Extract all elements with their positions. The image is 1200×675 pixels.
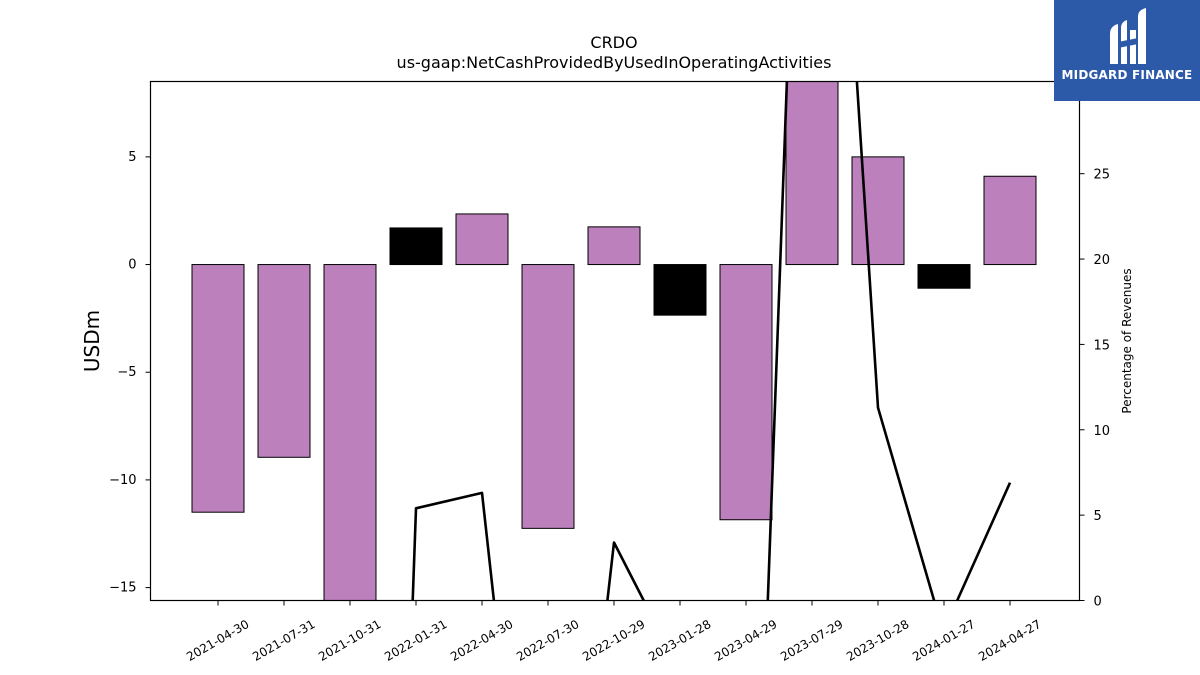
x-tick-label: 2022-10-29 [580,617,647,664]
y2-axis-label: Percentage of Revenues [1120,268,1134,413]
y-tick-label: −10 [109,473,136,488]
y2-axis: 0 5 10 15 20 25 [1079,168,1111,610]
bar-2023-04-29 [719,264,773,521]
line-segment-4 [956,482,1012,602]
x-tick-label: 2024-04-27 [976,617,1043,664]
x-tick-label: 2021-07-31 [250,617,317,664]
bar-2022-04-30 [455,213,509,266]
plot-frame [149,80,1081,602]
chart-title: CRDO [590,33,637,52]
bar-2021-10-31 [323,264,377,601]
y2-tick-label: 20 [1094,253,1111,268]
line-segment-1 [606,541,645,602]
bar-2022-01-31 [389,227,443,266]
y-tick-label: −15 [109,581,136,596]
logo-text: MIDGARD FINANCE [1061,68,1193,82]
y-tick-label: 0 [128,258,136,273]
y-tick-label: 5 [128,150,136,165]
bar-2022-07-30 [521,264,575,529]
bars-layer [191,81,1037,601]
x-axis: 2021-04-302021-07-312021-10-312022-01-31… [184,600,1044,664]
bar-2021-04-30 [191,264,245,513]
x-tick-label: 2022-07-30 [514,617,581,664]
line-segment-0 [411,491,496,601]
x-tick-label: 2021-10-31 [316,617,383,664]
y-axis: 5 0 −5 −10 −15 [109,150,151,596]
logo: MIDGARD FINANCE [1054,0,1200,101]
chart-subtitle: us-gaap:NetCashProvidedByUsedInOperating… [397,53,832,72]
y2-tick-label: 10 [1094,424,1111,439]
x-tick-label: 2024-01-27 [910,617,977,664]
bar-2024-04-27 [983,175,1037,266]
y2-tick-label: 5 [1094,509,1102,524]
x-tick-label: 2023-07-29 [778,617,845,664]
x-tick-label: 2022-01-31 [382,617,449,664]
y-tick-label: −5 [117,365,136,380]
y-axis-label: USDm [80,310,104,372]
x-tick-label: 2022-04-30 [448,617,515,664]
x-tick-label: 2023-01-28 [646,617,713,664]
x-tick-label: 2023-04-29 [712,617,779,664]
bar-2023-01-28 [653,264,707,316]
y2-tick-label: 0 [1094,595,1102,610]
midgard-logo-icon [1110,8,1146,64]
line-segment-3 [855,81,936,601]
bar-2024-01-27 [917,264,971,289]
bar-2023-10-28 [851,156,905,266]
x-tick-label: 2021-04-30 [184,617,251,664]
bar-2021-07-31 [257,264,311,458]
y2-tick-label: 15 [1094,338,1111,353]
bar-2023-07-29 [785,81,839,266]
bar-2022-10-29 [587,226,641,266]
y2-tick-label: 25 [1094,168,1111,183]
line-layer [411,81,1012,602]
x-tick-label: 2023-10-28 [844,617,911,664]
line-segment-2 [766,81,789,601]
